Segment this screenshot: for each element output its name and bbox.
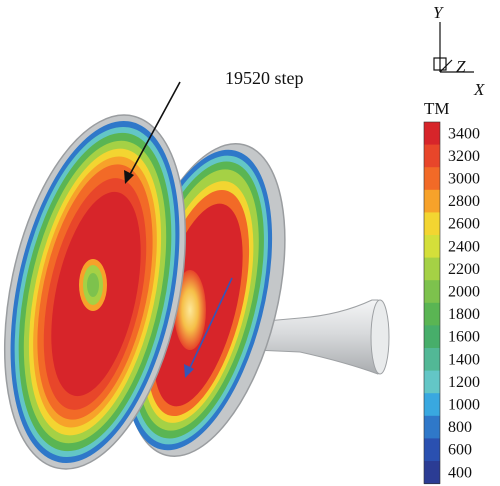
exit-nozzle xyxy=(254,299,390,375)
legend-tick-label: 1600 xyxy=(448,329,480,346)
axis-x-label: X xyxy=(473,80,485,99)
legend-swatch xyxy=(424,189,440,213)
axis-triad: Y Z X xyxy=(433,3,485,99)
legend-tick-label: 1000 xyxy=(448,397,480,414)
legend-swatch xyxy=(424,212,440,236)
axis-y-label: Y xyxy=(433,3,444,22)
legend-tick-label: 2600 xyxy=(448,216,480,233)
legend-tick-label: 1800 xyxy=(448,306,480,323)
legend-swatch xyxy=(424,235,440,259)
legend-swatch xyxy=(424,302,440,326)
legend-tick-label: 1200 xyxy=(448,374,480,391)
step-label: 19520 step xyxy=(225,68,304,88)
legend-swatch xyxy=(424,438,440,462)
legend-swatch xyxy=(424,415,440,439)
legend-swatch xyxy=(424,280,440,304)
legend-tick-label: 400 xyxy=(448,464,472,481)
legend-swatch xyxy=(424,393,440,417)
legend-swatch xyxy=(424,122,440,146)
legend-tick-label: 3200 xyxy=(448,148,480,165)
legend-tick-label: 2400 xyxy=(448,238,480,255)
legend-swatch xyxy=(424,348,440,372)
legend-swatch xyxy=(424,370,440,394)
legend-border xyxy=(423,121,441,484)
legend-tick-label: 1400 xyxy=(448,351,480,368)
annotation-arrow-black xyxy=(124,81,181,184)
legend-tick-label: 2000 xyxy=(448,284,480,301)
annotation-arrow-blue xyxy=(184,277,233,378)
color-legend: TM 3400 3200 3000 2800 2600 2400 2200 2000 1800 1… xyxy=(423,99,480,485)
legend-swatch xyxy=(424,167,440,191)
legend-tick-label: 600 xyxy=(448,442,472,459)
legend-tick-label: 800 xyxy=(448,419,472,436)
legend-tick-label: 3000 xyxy=(448,171,480,188)
front-disc xyxy=(3,114,187,470)
legend-title: TM xyxy=(424,99,450,118)
legend-swatch xyxy=(424,257,440,281)
legend-tick-label: 2800 xyxy=(448,193,480,210)
legend-tick-label: 3400 xyxy=(448,125,480,142)
legend-swatch xyxy=(424,144,440,168)
axis-z-label: Z xyxy=(456,57,466,76)
legend-swatch xyxy=(424,325,440,349)
legend-tick-label: 2200 xyxy=(448,261,480,278)
legend-swatch xyxy=(424,461,440,485)
